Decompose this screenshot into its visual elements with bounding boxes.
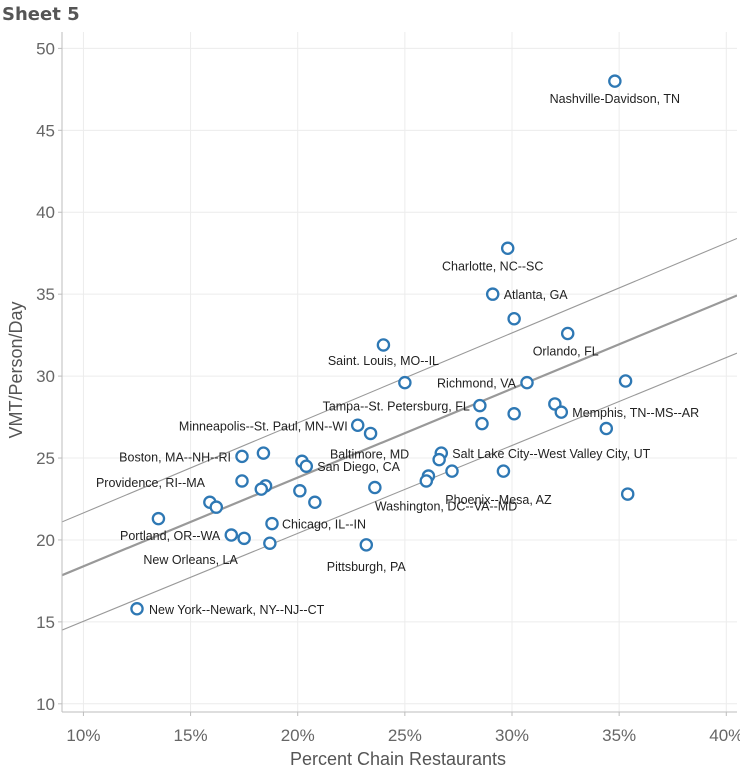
point-labels: Nashville-Davidson, TN Charlotte, NC--SC A…	[96, 92, 699, 617]
data-point	[265, 516, 279, 531]
data-point	[256, 446, 271, 460]
data-point	[560, 326, 575, 341]
point-label: Washington, DC--VA--MD	[375, 500, 517, 514]
x-axis-title: Percent Chain Restaurants	[290, 749, 506, 769]
data-point	[235, 474, 249, 488]
point-label: Pittsburgh, PA	[327, 560, 407, 574]
data-point	[620, 487, 635, 501]
point-label: Portland, OR--WA	[120, 529, 221, 543]
point-label: Phoenix--Mesa, AZ	[445, 493, 552, 507]
data-point	[293, 484, 307, 498]
point-label: Baltimore, MD	[330, 447, 409, 461]
data-point	[432, 452, 446, 467]
point-label: Atlanta, GA	[504, 288, 569, 302]
data-point	[209, 500, 224, 514]
point-label: Boston, MA--NH--RI	[119, 450, 231, 464]
point-label: Minneapolis--St. Paul, MN--WI	[179, 419, 348, 433]
y-tick-label: 40	[36, 203, 55, 222]
trend-line	[62, 294, 737, 577]
y-tick-label: 10	[36, 695, 55, 714]
data-point	[350, 418, 365, 433]
data-point	[507, 311, 521, 326]
data-point	[151, 511, 166, 526]
point-label: Charlotte, NC--SC	[442, 259, 543, 273]
data-point	[224, 528, 239, 542]
data-point	[445, 464, 459, 478]
point-label: Chicago, IL--IN	[282, 518, 366, 532]
x-tick-label: 10%	[66, 726, 100, 745]
point-label: Richmond, VA	[437, 377, 517, 391]
point-label: Tampa--St. Petersburg, FL	[323, 400, 470, 414]
y-tick-label: 50	[36, 39, 55, 58]
point-label: New York--Newark, NY--NJ--CT	[149, 603, 325, 617]
data-point	[500, 241, 515, 256]
y-tick-label: 25	[36, 449, 55, 468]
y-tick-label: 30	[36, 367, 55, 386]
axes: 10 15 20 25 30 35 40 45 50 10% 15% 20% 25% 30% 35% 40%	[36, 32, 740, 745]
data-points	[130, 74, 635, 616]
point-label: Providence, RI--MA	[96, 476, 206, 490]
data-point	[263, 536, 277, 550]
x-tick-label: 15%	[174, 726, 208, 745]
data-point	[363, 426, 378, 441]
data-point	[554, 405, 569, 419]
data-point	[308, 495, 322, 510]
data-point	[507, 407, 521, 421]
x-tick-label: 25%	[388, 726, 422, 745]
confidence-band-lower	[62, 352, 737, 631]
data-point	[473, 398, 487, 413]
sheet-title: Sheet 5	[2, 4, 80, 25]
data-point	[235, 449, 249, 464]
data-point	[376, 338, 391, 352]
x-tick-label: 35%	[602, 726, 636, 745]
data-point	[485, 287, 500, 301]
data-point	[254, 482, 269, 496]
data-point	[475, 416, 489, 431]
data-point	[237, 531, 251, 546]
y-tick-label: 35	[36, 285, 55, 304]
data-point	[130, 602, 144, 616]
y-tick-label: 20	[36, 531, 55, 550]
point-label: Saint. Louis, MO--IL	[328, 354, 439, 368]
grid	[62, 32, 737, 712]
data-point	[419, 474, 434, 488]
data-point	[368, 480, 382, 495]
data-point	[359, 538, 374, 552]
data-point	[496, 464, 511, 478]
x-tick-label: 20%	[281, 726, 315, 745]
point-label: Salt Lake City--West Valley City, UT	[452, 447, 650, 461]
x-tick-label: 30%	[495, 726, 529, 745]
x-tick-label: 40%	[709, 726, 740, 745]
data-point	[299, 459, 314, 473]
point-label: Nashville-Davidson, TN	[550, 92, 680, 106]
y-tick-label: 45	[36, 121, 55, 140]
point-label: Memphis, TN--MS--AR	[572, 406, 699, 420]
point-label: San Diego, CA	[317, 460, 400, 474]
data-point	[599, 421, 614, 436]
data-point	[520, 375, 534, 390]
point-label: Orlando, FL	[533, 344, 599, 358]
y-axis-title: VMT/Person/Day	[6, 301, 26, 438]
point-label: New Orleans, LA	[143, 553, 238, 567]
data-point	[618, 374, 633, 388]
data-point	[398, 375, 412, 390]
data-point	[608, 74, 622, 88]
y-tick-label: 15	[36, 613, 55, 632]
